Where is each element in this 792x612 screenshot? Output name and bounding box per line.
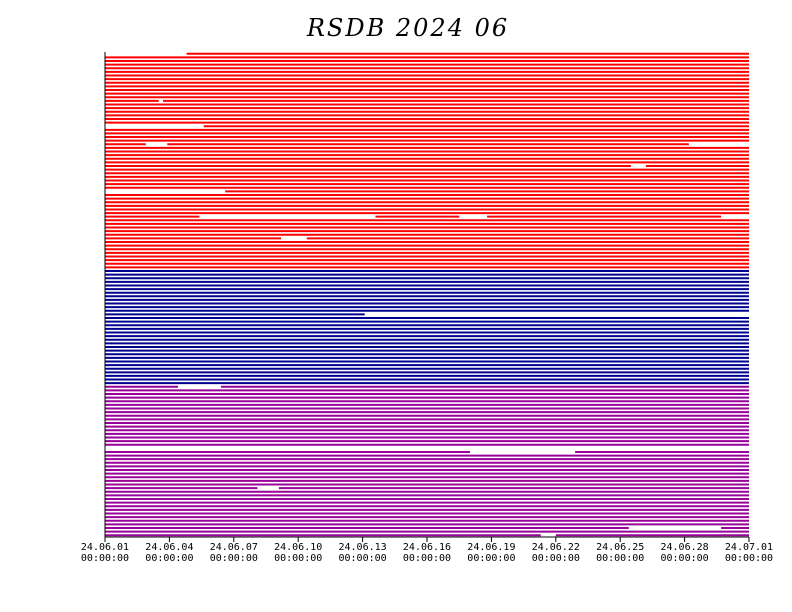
x-tick-label: 24.06.10 00:00:00	[274, 542, 323, 564]
x-tick-label: 24.06.19 00:00:00	[467, 542, 516, 564]
x-tick-label: 24.06.16 00:00:00	[402, 542, 452, 564]
x-tick-label: 24.07.01 00:00:00	[724, 542, 774, 564]
x-tick-label: 24.06.04 00:00:00	[145, 542, 194, 564]
x-tick-label: 24.06.25 00:00:00	[596, 542, 645, 564]
x-tick-label: 24.06.28 00:00:00	[660, 542, 709, 564]
x-tick-label: 24.06.07 00:00:00	[209, 542, 258, 564]
x-tick-label: 24.06.13 00:00:00	[338, 542, 387, 564]
chart-title: RSDB 2024 06	[306, 14, 509, 42]
x-tick-label: 24.06.22 00:00:00	[531, 542, 580, 564]
x-tick-label: 24.06.01 00:00:00	[80, 542, 130, 564]
